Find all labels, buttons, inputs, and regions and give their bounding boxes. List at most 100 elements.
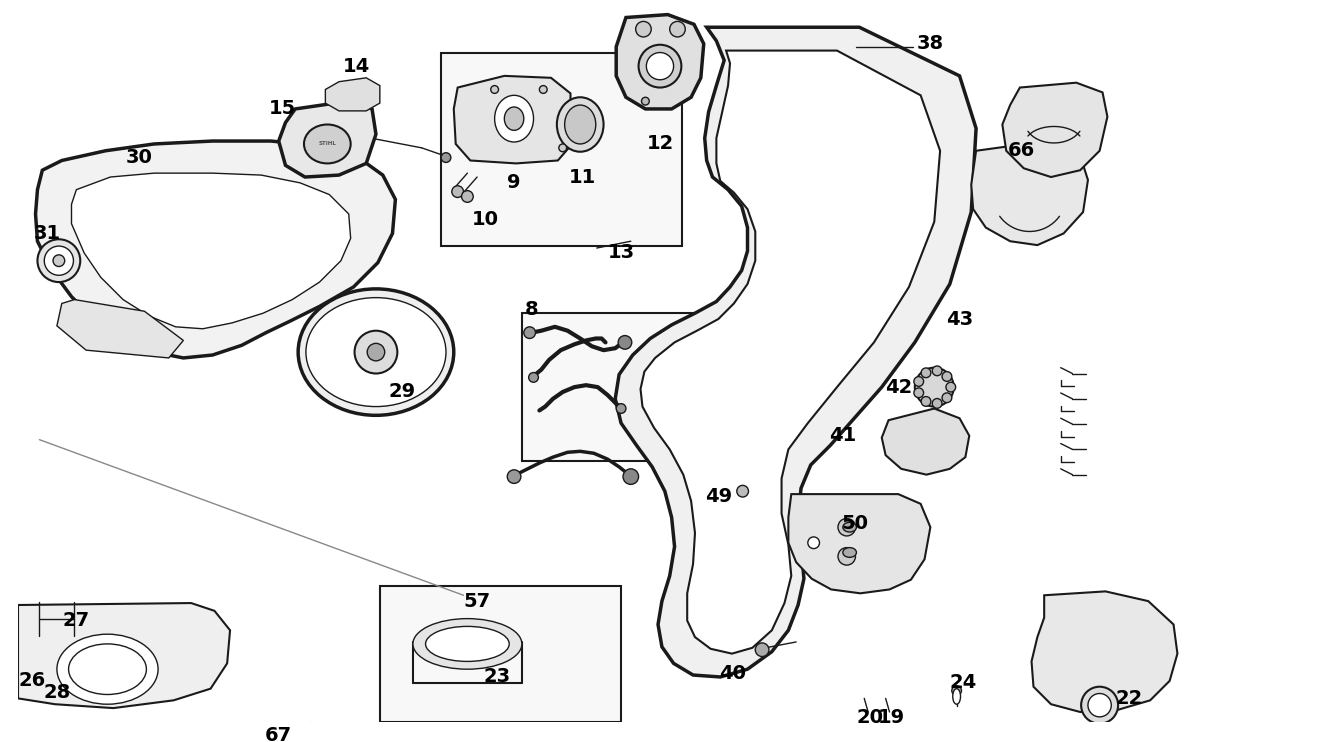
Circle shape xyxy=(529,372,538,382)
Polygon shape xyxy=(641,50,940,654)
Circle shape xyxy=(838,548,855,565)
Circle shape xyxy=(932,398,942,408)
Text: 12: 12 xyxy=(646,134,673,154)
Text: 23: 23 xyxy=(482,666,510,686)
Bar xyxy=(522,313,695,461)
Circle shape xyxy=(37,239,80,282)
Circle shape xyxy=(559,144,567,151)
Ellipse shape xyxy=(494,95,534,142)
Ellipse shape xyxy=(413,619,522,669)
Polygon shape xyxy=(453,76,571,163)
Text: 14: 14 xyxy=(343,56,370,76)
Polygon shape xyxy=(617,15,704,109)
Circle shape xyxy=(915,368,954,407)
Circle shape xyxy=(913,377,924,387)
Circle shape xyxy=(635,22,651,37)
Circle shape xyxy=(618,335,631,349)
Text: 50: 50 xyxy=(841,513,869,533)
Ellipse shape xyxy=(426,626,509,661)
Ellipse shape xyxy=(306,298,445,407)
Text: 41: 41 xyxy=(829,426,857,445)
Ellipse shape xyxy=(304,726,315,742)
Circle shape xyxy=(355,331,397,373)
Polygon shape xyxy=(971,141,1087,245)
Circle shape xyxy=(946,382,956,392)
Circle shape xyxy=(838,519,855,536)
Polygon shape xyxy=(36,141,395,358)
Bar xyxy=(442,53,683,246)
Text: 19: 19 xyxy=(878,709,905,727)
Circle shape xyxy=(921,396,931,407)
Circle shape xyxy=(45,246,74,275)
Text: 57: 57 xyxy=(464,591,490,611)
Text: 67: 67 xyxy=(265,726,293,742)
Ellipse shape xyxy=(564,105,596,144)
Text: 11: 11 xyxy=(568,168,596,186)
Ellipse shape xyxy=(505,107,523,131)
Text: 43: 43 xyxy=(946,309,973,329)
Polygon shape xyxy=(616,27,977,677)
Circle shape xyxy=(646,53,673,79)
Circle shape xyxy=(1087,694,1111,717)
Circle shape xyxy=(623,469,639,485)
Text: 49: 49 xyxy=(705,487,731,505)
Circle shape xyxy=(452,186,464,197)
Circle shape xyxy=(523,326,535,338)
Circle shape xyxy=(639,45,681,88)
Polygon shape xyxy=(278,101,376,177)
Text: 27: 27 xyxy=(63,611,90,630)
Circle shape xyxy=(617,404,626,413)
Circle shape xyxy=(642,97,650,105)
Text: 8: 8 xyxy=(525,300,538,319)
Polygon shape xyxy=(326,78,380,111)
Text: 9: 9 xyxy=(507,174,521,192)
Circle shape xyxy=(921,368,931,378)
Text: 10: 10 xyxy=(472,210,498,229)
Text: 66: 66 xyxy=(1008,141,1036,160)
Ellipse shape xyxy=(842,522,857,532)
Text: 42: 42 xyxy=(884,378,912,397)
Text: 29: 29 xyxy=(389,381,415,401)
Text: 38: 38 xyxy=(917,34,944,53)
Ellipse shape xyxy=(69,644,146,695)
Ellipse shape xyxy=(298,289,453,416)
Ellipse shape xyxy=(953,689,961,704)
Ellipse shape xyxy=(304,125,351,163)
Circle shape xyxy=(490,85,498,93)
Polygon shape xyxy=(18,603,231,708)
Ellipse shape xyxy=(558,97,604,151)
Text: 26: 26 xyxy=(18,672,45,690)
Circle shape xyxy=(670,22,685,37)
Circle shape xyxy=(368,344,385,361)
Circle shape xyxy=(755,643,768,657)
Circle shape xyxy=(913,388,924,398)
Ellipse shape xyxy=(842,548,857,557)
Text: 15: 15 xyxy=(269,99,297,119)
Circle shape xyxy=(952,686,962,695)
Text: 24: 24 xyxy=(950,673,977,692)
Text: STIHL: STIHL xyxy=(319,142,336,146)
Circle shape xyxy=(461,191,473,203)
Text: 22: 22 xyxy=(1115,689,1143,708)
Text: 31: 31 xyxy=(34,224,61,243)
Circle shape xyxy=(737,485,749,497)
Polygon shape xyxy=(71,173,351,329)
Circle shape xyxy=(808,537,820,548)
Circle shape xyxy=(539,85,547,93)
Text: 28: 28 xyxy=(43,683,71,702)
Polygon shape xyxy=(1003,82,1107,177)
Polygon shape xyxy=(882,409,969,475)
Circle shape xyxy=(1081,686,1118,723)
Circle shape xyxy=(932,366,942,375)
Circle shape xyxy=(442,153,451,162)
Circle shape xyxy=(942,393,952,403)
Polygon shape xyxy=(788,494,931,594)
Text: 30: 30 xyxy=(127,148,153,167)
Circle shape xyxy=(507,470,521,484)
Bar xyxy=(380,585,621,722)
Polygon shape xyxy=(1032,591,1177,712)
Circle shape xyxy=(53,255,65,266)
Text: 20: 20 xyxy=(857,709,883,727)
Text: 40: 40 xyxy=(720,663,746,683)
Polygon shape xyxy=(57,300,183,358)
